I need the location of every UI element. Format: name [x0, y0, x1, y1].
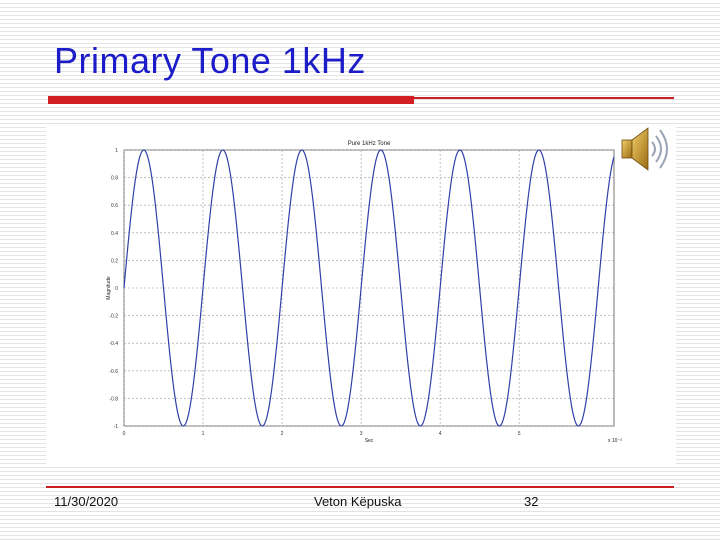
y-tick-label: -0.8: [109, 396, 118, 402]
title-accent-bar: [48, 96, 414, 104]
y-tick-label: -0.6: [109, 369, 118, 375]
y-tick-label: 0: [115, 286, 118, 292]
slide-title: Primary Tone 1kHz: [54, 40, 366, 81]
footer-date: 11/30/2020: [54, 494, 119, 509]
y-tick-label: 0.4: [111, 231, 118, 237]
y-tick-label: -0.4: [109, 341, 118, 347]
title-accent-line: [414, 97, 674, 99]
y-axis-label: Magnitude: [106, 276, 112, 300]
speaker-icon[interactable]: [618, 124, 672, 176]
x-tick-label: 2: [281, 431, 284, 437]
x-tick-label: 5: [518, 431, 521, 437]
y-tick-label: -0.2: [109, 314, 118, 320]
y-tick-label: -1: [114, 424, 119, 430]
x-tick-label: 1: [202, 431, 205, 437]
sine-wave-line: [123, 149, 615, 427]
x-exponent-label: x 10⁻³: [608, 438, 622, 444]
x-tick-label: 0: [123, 431, 126, 437]
chart-title: Pure 1kHz Tone: [348, 141, 391, 147]
tone-plot: 1 0.8 0.6 0.4 0.2 0 -0.2 -0.4 -0.6 -0.8 -1 0 1 2 3 4 5 P…: [106, 141, 622, 444]
footer-divider: [46, 486, 674, 488]
slide-number: 32: [524, 494, 539, 509]
axis-ticks: 1 0.8 0.6 0.4 0.2 0 -0.2 -0.4 -0.6 -0.8 -1 0 1 2 3 4 5: [109, 148, 520, 437]
y-tick-label: 1: [115, 148, 118, 154]
y-tick-label: 0.2: [111, 258, 118, 264]
y-tick-label: 0.8: [111, 176, 118, 182]
x-axis-label: Sec: [365, 438, 374, 444]
y-tick-label: 0.6: [111, 203, 118, 209]
footer-author: Veton Këpuska: [314, 494, 402, 509]
x-tick-label: 3: [360, 431, 363, 437]
x-tick-label: 4: [439, 431, 442, 437]
